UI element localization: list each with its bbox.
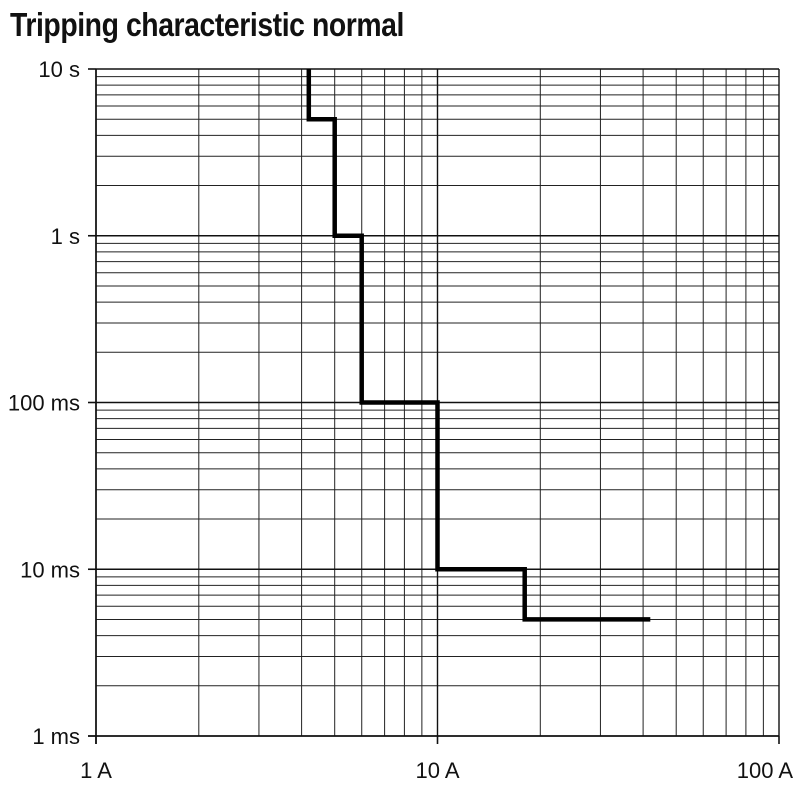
axes <box>88 68 780 744</box>
y-tick-label: 1 s <box>51 224 80 249</box>
tick-labels: 10 s 1 s 100 ms 10 ms 1 ms1 A 10 A 100 A <box>8 57 793 783</box>
x-tick-label: 10 A <box>415 758 459 783</box>
tripping-curve-line <box>306 69 651 622</box>
y-tick-label: 10 ms <box>20 557 80 582</box>
chart-title: Tripping characteristic normal <box>10 6 405 43</box>
x-tick-label: 100 A <box>737 758 794 783</box>
series-group <box>306 69 651 622</box>
x-tick-label: 1 A <box>80 758 112 783</box>
y-tick-label: 10 s <box>38 57 80 82</box>
y-tick-label: 100 ms <box>8 391 80 416</box>
y-tick-label: 1 ms <box>32 724 80 749</box>
